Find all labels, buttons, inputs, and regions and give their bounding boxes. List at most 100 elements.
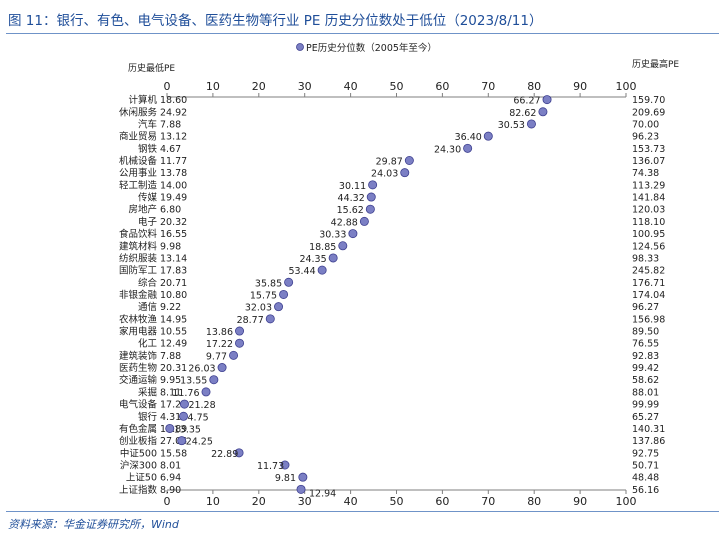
percentile-point: [179, 399, 189, 409]
max-pe-value: 124.56: [632, 241, 665, 252]
max-pe-value: 140.31: [632, 424, 665, 435]
max-pe-value: 58.62: [632, 375, 659, 386]
min-pe-value: 20.31: [160, 363, 187, 374]
percentile-point: [298, 472, 308, 482]
top-tick-label: 20: [252, 80, 266, 93]
category-label: 创业板指: [119, 435, 158, 447]
current-pe-label: 15.75: [250, 290, 277, 301]
current-pe-label: 22.89: [211, 449, 238, 460]
row: 沪深300 8.01 50.71 11.73: [120, 460, 659, 473]
percentile-point: [328, 253, 338, 263]
current-pe-label: 24.25: [186, 437, 213, 448]
row: 商业贸易 13.12 96.23 36.40: [119, 131, 659, 144]
min-pe-value: 7.88: [160, 119, 181, 130]
percentile-point: [296, 484, 306, 494]
row: 采掘 8.11 88.01 11.76: [138, 386, 659, 399]
max-pe-value: 245.82: [632, 266, 665, 277]
row: 轻工制造 14.00 113.29 30.11: [119, 179, 665, 192]
top-tick-label: 40: [344, 80, 358, 93]
row: 汽车 7.88 70.00 30.53: [138, 118, 659, 130]
bottom-tick-label: 100: [616, 495, 637, 508]
bottom-tick-label: 40: [344, 495, 358, 508]
percentile-point: [165, 423, 175, 433]
min-pe-value: 14.95: [160, 314, 187, 325]
percentile-point: [177, 436, 187, 446]
category-label: 机械设备: [119, 155, 158, 167]
category-label: 化工: [138, 338, 158, 350]
min-pe-value: 24.92: [160, 107, 187, 118]
current-pe-label: 15.62: [337, 205, 364, 216]
category-label: 通信: [138, 301, 157, 313]
pe-percentile-chart: PE历史分位数（2005年至今） 历史最低PE 历史最高PE 0 10 20 30 40…: [119, 42, 679, 508]
category-label: 食品饮料: [119, 228, 158, 240]
category-label: 电子: [138, 216, 158, 228]
current-pe-label: 9.77: [206, 351, 227, 362]
bottom-tick-label: 90: [573, 495, 587, 508]
row: 钢铁 4.67 153.73 24.30: [138, 143, 665, 156]
category-label: 上证50: [126, 473, 157, 484]
top-tick-label: 30: [298, 80, 312, 93]
percentile-point: [280, 460, 290, 470]
category-label: 家用电器: [119, 326, 158, 338]
max-pe-value: 50.71: [632, 461, 659, 472]
bottom-tick-label: 70: [481, 495, 495, 508]
current-pe-label: 53.44: [288, 266, 315, 277]
row: 银行 4.31 65.27 4.75: [138, 411, 659, 424]
row: 公用事业 13.78 74.38 24.03: [119, 167, 659, 180]
min-pe-value: 12.49: [160, 339, 187, 350]
min-pe-value: 10.55: [160, 327, 187, 338]
max-pe-value: 96.23: [632, 132, 659, 143]
percentile-point: [400, 168, 410, 178]
row: 计算机 18.60 159.70 66.27: [128, 94, 665, 107]
category-label: 采掘: [138, 386, 157, 398]
top-tick-label: 80: [527, 80, 541, 93]
current-pe-label: 30.11: [339, 181, 366, 192]
top-axis: 0 10 20 30 40 50 60 70 80 90 100: [164, 80, 637, 98]
current-pe-label: 24.35: [299, 254, 326, 265]
max-pe-value: 120.03: [632, 205, 665, 216]
row: 电气设备 17.28 99.99 21.28: [119, 399, 659, 412]
max-pe-value: 136.07: [632, 156, 665, 167]
percentile-point: [542, 95, 552, 105]
min-pe-value: 16.55: [160, 229, 187, 240]
max-pe-value: 176.71: [632, 278, 665, 289]
current-pe-label: 44.32: [338, 193, 365, 204]
category-label: 建筑材料: [119, 240, 158, 252]
min-pe-value: 9.95: [160, 375, 181, 386]
min-pe-value: 17.28: [160, 400, 187, 411]
category-label: 汽车: [138, 118, 157, 130]
max-pe-value: 92.75: [632, 448, 659, 459]
min-pe-value: 6.94: [160, 473, 181, 484]
max-pe-value: 209.69: [632, 107, 665, 118]
percentile-point: [526, 119, 536, 129]
min-pe-value: 19.49: [160, 193, 187, 204]
row: 食品饮料 16.55 100.95 30.33: [119, 228, 665, 241]
row: 房地产 6.80 120.03 15.62: [128, 204, 665, 217]
left-column-header: 历史最低PE: [128, 62, 175, 74]
top-tick-label: 10: [206, 80, 220, 93]
category-label: 建筑装饰: [119, 350, 157, 362]
current-pe-label: 24.03: [371, 169, 398, 180]
current-pe-label: 28.77: [237, 315, 264, 326]
percentile-point: [348, 229, 358, 239]
current-pe-label: 11.73: [257, 461, 284, 472]
min-pe-value: 20.32: [160, 217, 187, 228]
row: 传媒 19.49 141.84 44.32: [138, 192, 665, 205]
category-label: 上证指数: [119, 484, 158, 496]
current-pe-label: 29.87: [376, 157, 403, 168]
percentile-point: [365, 204, 375, 214]
title-divider: [6, 33, 719, 34]
max-pe-value: 118.10: [632, 217, 665, 228]
percentile-point: [483, 131, 493, 141]
percentile-point: [404, 156, 414, 166]
min-pe-value: 13.12: [160, 132, 187, 143]
row: 建筑材料 9.98 124.56 18.85: [119, 240, 665, 253]
percentile-point: [538, 107, 548, 117]
category-label: 休闲服务: [119, 106, 158, 118]
percentile-point: [463, 143, 473, 153]
current-pe-label: 82.62: [509, 108, 536, 119]
category-label: 非银金融: [119, 289, 158, 301]
row: 农林牧渔 14.95 156.98 28.77: [119, 313, 665, 326]
current-pe-label: 35.85: [255, 278, 282, 289]
